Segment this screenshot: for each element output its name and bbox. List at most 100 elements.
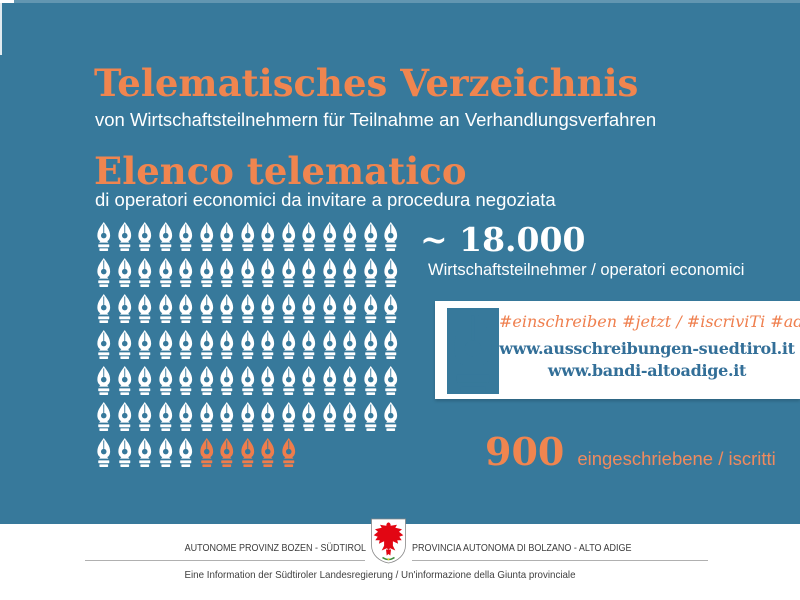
pen-nib-icon [138,222,152,251]
pen-nib-icon [261,294,275,323]
pen-nib-icon [322,258,336,287]
pen-nib-icon [199,366,213,395]
teal-background-panel: Telematisches Verzeichnis von Wirtschaft… [0,0,800,524]
pen-nib-icon [117,366,131,395]
pen-nib-icon [240,402,254,431]
pen-nib-icon [97,366,111,395]
pen-nib-icon [281,438,295,467]
pen-nib-icon [220,258,234,287]
province-name-italian: PROVINCIA AUTONOMA DI BOLZANO - ALTO ADI… [412,543,632,554]
pictogram-row [95,402,400,431]
pictogram-row [95,330,400,359]
pen-nib-icon [220,330,234,359]
subtitle-italian: di operatori economici da invitare a pro… [95,188,556,210]
total-operators-value: ~ 18.000 [420,220,586,259]
pictogram-row [95,294,400,323]
pen-nib-icon [384,222,398,251]
pen-nib-icon [281,294,295,323]
pen-nib-icon [384,366,398,395]
pen-nib-icon [117,294,131,323]
pen-nib-icon [158,258,172,287]
pen-nib-icon [322,330,336,359]
pen-nib-icon [240,258,254,287]
top-left-corner-sliver [0,0,14,3]
pen-nib-icon [343,222,357,251]
pen-nib-icon [281,330,295,359]
pen-nib-icon [363,402,377,431]
pen-nib-icon [261,222,275,251]
pen-nib-icon [322,366,336,395]
pen-nib-icon [302,294,316,323]
pen-nib-icon [138,438,152,467]
pen-nib-icon [343,294,357,323]
pen-nib-icon [220,402,234,431]
pen-nib-icon [240,438,254,467]
pictogram-row [95,222,400,251]
pen-nib-icon [343,366,357,395]
pen-nib-icon [117,402,131,431]
pen-nib-icon [220,438,234,467]
pen-nib-icon [261,258,275,287]
url-suedtirol: www.ausschreibungen-suedtirol.it [499,339,795,358]
footer-divider-right [412,560,708,561]
pen-nib-icon [302,258,316,287]
url-altoadige: www.bandi-altoadige.it [547,361,747,380]
stat-registered: 900 eingeschriebene / iscritti [485,429,776,474]
pen-nib-icon [179,366,193,395]
pen-nib-icon [343,330,357,359]
cta-hashtags: #einschreiben #jetzt / #iscriviTi #adess… [499,312,800,331]
pen-nib-icon [158,294,172,323]
pen-nib-icon [261,366,275,395]
pen-nib-icon [384,294,398,323]
footer-info-text: Eine Information der Südtiroler Landesre… [184,569,576,581]
pen-nib-icon [363,222,377,251]
province-name-german: AUTONOME PROVINZ BOZEN - SÜDTIROL [184,543,366,554]
pen-nib-icon [179,258,193,287]
registered-label: eingeschriebene / iscritti [577,448,776,469]
pen-nib-icon [97,294,111,323]
pen-nib-icon [220,294,234,323]
pen-nib-icon [384,330,398,359]
pen-nib-icon [199,402,213,431]
pen-nib-icon [322,402,336,431]
total-operators-label: Wirtschaftsteilnehmer / operatori econom… [428,261,745,279]
pen-nib-icon [138,402,152,431]
pen-nib-icon [302,402,316,431]
pen-nib-icon [199,258,213,287]
pen-nib-icon [179,330,193,359]
pen-nib-icon [261,402,275,431]
pen-nib-icon [158,438,172,467]
pen-nib-icon [179,438,193,467]
pen-nib-icon [199,294,213,323]
pen-nib-icon [240,222,254,251]
top-edge-highlight [0,0,800,3]
pen-nib-icon [138,330,152,359]
pen-nib-icon [97,330,111,359]
pen-nib-icon [199,222,213,251]
pen-nib-icon [363,330,377,359]
pen-nib-icon [302,222,316,251]
pen-nib-icon [138,294,152,323]
pen-nib-icon [158,222,172,251]
pen-nib-icon [138,366,152,395]
pen-nib-icon [117,258,131,287]
pen-nib-icon [281,366,295,395]
footer-divider-left [85,560,365,561]
pen-nib-icon [179,222,193,251]
pen-nib-icon [384,258,398,287]
registered-value: 900 [485,429,565,474]
stat-total-operators: ~ 18.000 Wirtschaftsteilnehmer / operato… [420,222,744,280]
pen-nib-icon [322,222,336,251]
pen-nib-icon [117,330,131,359]
pen-nib-icon [261,330,275,359]
pen-nib-icon [97,258,111,287]
pen-nib-icon [343,258,357,287]
pen-nib-icon [97,222,111,251]
pen-nib-icon [97,438,111,467]
pen-nib-icon [117,438,131,467]
subtitle-german: von Wirtschaftsteilnehmern für Teilnahme… [95,108,657,130]
pen-nib-icon [179,402,193,431]
pen-nib-icon [240,330,254,359]
south-tyrol-eagle-crest-icon [371,518,406,564]
